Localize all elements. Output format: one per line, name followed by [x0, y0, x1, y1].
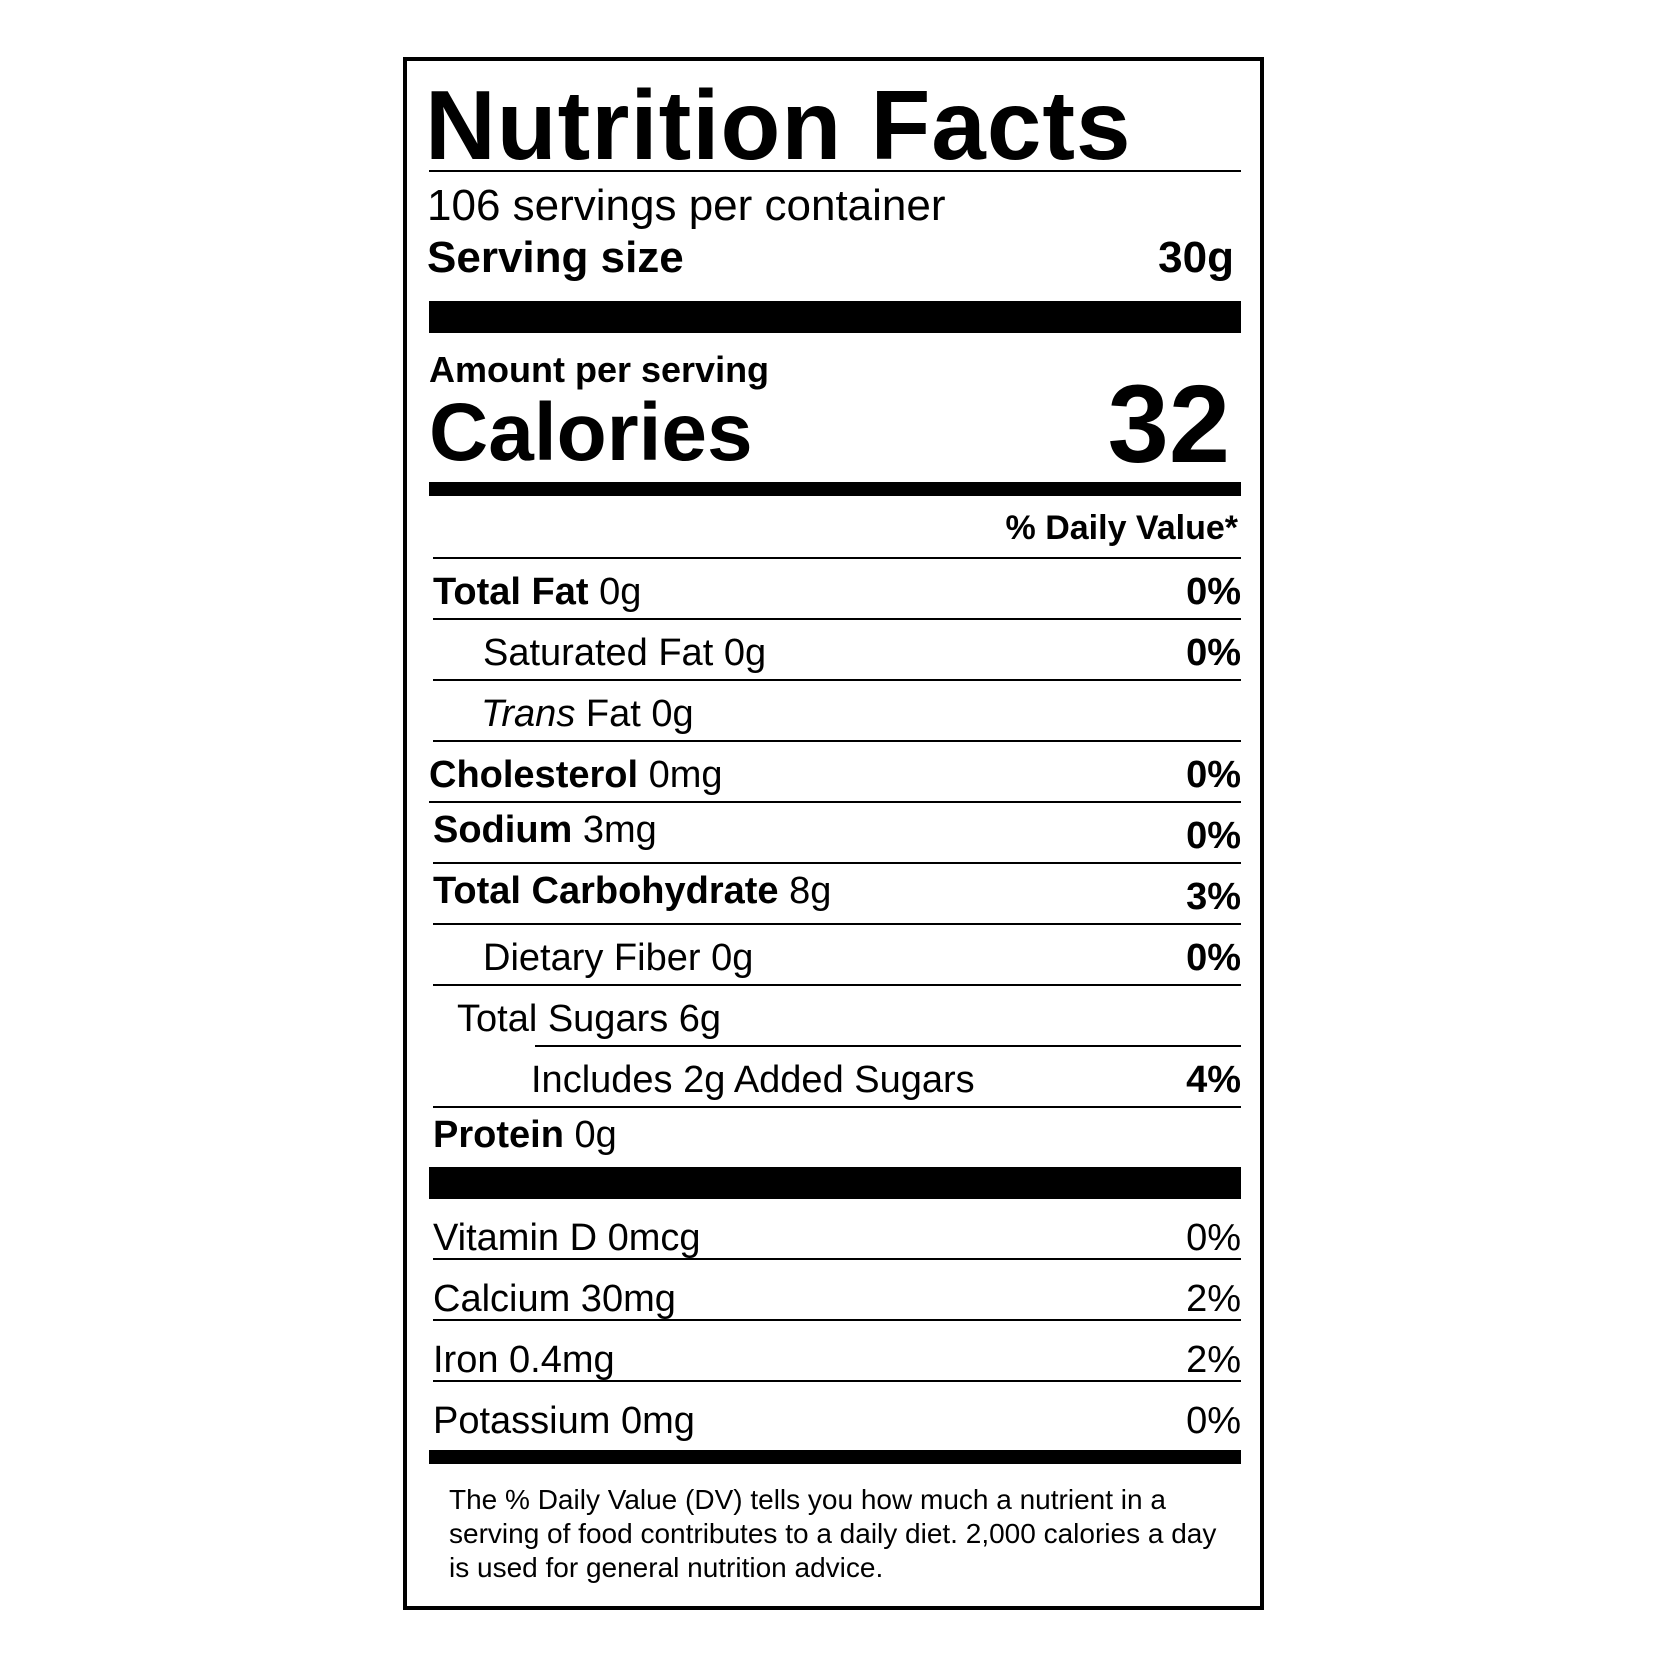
nutrient-amount: 0g — [711, 937, 754, 979]
nutrient-amount: 0mg — [648, 754, 723, 796]
nutrient-name: Total Carbohydrate — [433, 870, 779, 912]
medium-divider — [429, 482, 1241, 496]
vitamin-text: Potassium 0mg — [433, 1400, 695, 1442]
nutrition-facts-label: Nutrition Facts 106 servings per contain… — [403, 57, 1264, 1610]
vitamin-row: Vitamin D 0mcg 0% — [433, 1199, 1241, 1260]
nutrient-amount: 0g — [651, 693, 694, 735]
nutrient-name: Dietary Fiber — [483, 937, 701, 979]
amount-per-serving: Amount per serving — [429, 349, 770, 390]
nutrient-amount: 6g — [678, 998, 722, 1040]
thick-divider — [429, 301, 1241, 333]
serving-size-label: Serving size — [427, 233, 684, 282]
footnote: The % Daily Value (DV) tells you how muc… — [449, 1484, 1217, 1583]
nutrient-amount: 0g — [574, 1114, 617, 1156]
serving-size-value: 30g — [1158, 233, 1234, 282]
nutrient-row-saturated-fat: Saturated Fat 0g 0% — [433, 620, 1241, 681]
nutrient-dv: 0% — [1186, 571, 1241, 613]
nutrient-name: Total Fat — [433, 571, 589, 613]
nutrient-name-suffix: Fat — [585, 693, 641, 735]
nutrient-amount: 0g — [599, 571, 642, 613]
nutrient-amount: 3mg — [582, 809, 657, 851]
nutrient-row-trans-fat: Trans Fat 0g — [433, 681, 1241, 742]
vitamin-dv: 2% — [1186, 1339, 1241, 1381]
nutrient-name: Trans — [481, 693, 576, 735]
nutrient-name: Total Sugars — [457, 998, 669, 1040]
vitamin-dv: 0% — [1186, 1217, 1241, 1259]
vitamin-text: Iron 0.4mg — [433, 1339, 615, 1381]
nutrient-name: Saturated Fat — [483, 632, 714, 674]
vitamin-dv: 0% — [1186, 1400, 1241, 1442]
nutrient-dv: 0% — [1186, 632, 1241, 674]
vitamin-row: Potassium 0mg 0% — [433, 1382, 1241, 1443]
thick-divider — [429, 1167, 1241, 1199]
nutrient-row-total-carbohydrate: Total Carbohydrate 8g 3% — [433, 864, 1241, 925]
vitamin-dv: 2% — [1186, 1278, 1241, 1320]
divider — [433, 557, 1241, 559]
vitamin-row: Calcium 30mg 2% — [433, 1260, 1241, 1321]
nutrient-row-cholesterol: Cholesterol 0mg 0% — [429, 742, 1241, 803]
servings-per-container: 106 servings per container — [427, 181, 946, 230]
nutrient-row-dietary-fiber: Dietary Fiber 0g 0% — [433, 925, 1241, 986]
nutrient-row-total-sugars: Total Sugars 6g — [457, 986, 1241, 1047]
nutrient-name: Cholesterol — [429, 754, 639, 796]
nutrient-row-sodium: Sodium 3mg 0% — [433, 803, 1241, 864]
nutrient-dv: 0% — [1186, 937, 1241, 979]
nutrient-dv: 0% — [1186, 754, 1241, 796]
nutrient-dv: 0% — [1186, 815, 1241, 857]
nutrient-name: Sodium — [433, 809, 573, 851]
label-title: Nutrition Facts — [425, 70, 1132, 180]
nutrient-amount: 8g — [789, 870, 832, 912]
nutrient-row-protein: Protein 0g — [433, 1108, 1241, 1169]
nutrient-name: Includes 2g Added Sugars — [531, 1059, 975, 1101]
calories-label: Calories — [429, 387, 753, 478]
calories-value: 32 — [1107, 363, 1230, 486]
nutrient-name: Protein — [433, 1114, 564, 1156]
daily-value-header: % Daily Value* — [1005, 509, 1238, 547]
vitamin-text: Vitamin D 0mcg — [433, 1217, 701, 1259]
nutrient-amount: 0g — [723, 632, 767, 674]
nutrient-dv: 3% — [1186, 876, 1241, 918]
medium-divider — [429, 1450, 1241, 1464]
vitamin-row: Iron 0.4mg 2% — [433, 1321, 1241, 1382]
nutrient-dv: 4% — [1186, 1059, 1241, 1101]
nutrient-row-added-sugars: Includes 2g Added Sugars 4% — [433, 1047, 1241, 1108]
nutrient-row-total-fat: Total Fat 0g 0% — [433, 559, 1241, 620]
divider — [429, 170, 1241, 172]
vitamin-text: Calcium 30mg — [433, 1278, 676, 1320]
